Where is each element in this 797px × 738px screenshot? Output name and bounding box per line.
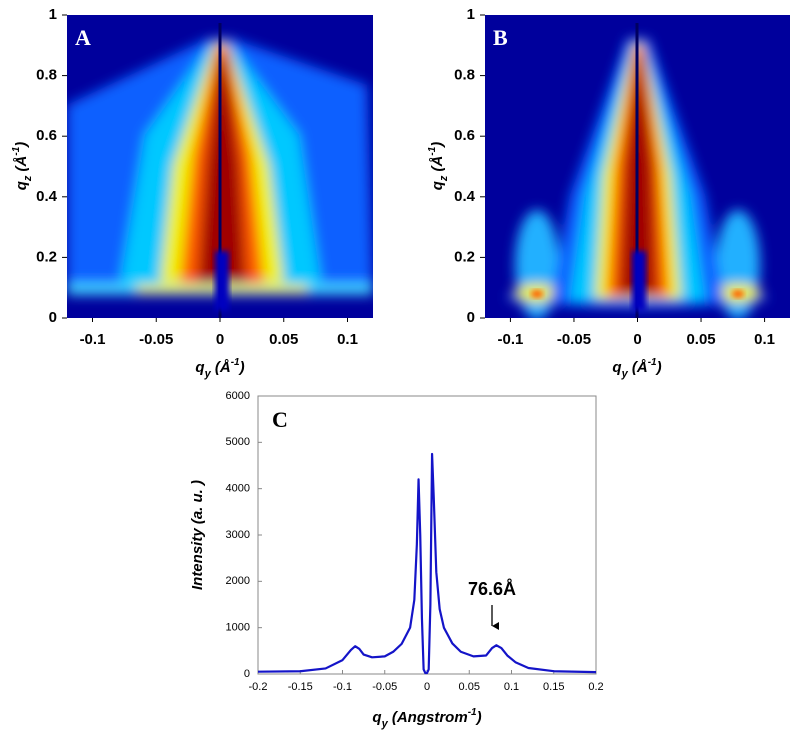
axis-label-part: y: [204, 368, 212, 380]
axis-label-part: z: [22, 175, 34, 182]
axis-label: qy (Angstrom-1): [372, 707, 481, 730]
axis-label-part: -1: [468, 707, 477, 718]
panel-label: B: [493, 25, 508, 50]
x-tick-label: 0.1: [754, 331, 775, 348]
y-tick-label: 5000: [226, 436, 250, 448]
axis-label-part: (Å: [211, 359, 231, 376]
y-tick-label: 0.2: [454, 248, 475, 265]
x-tick-label: 0: [633, 331, 641, 348]
y-tick-label: 0.6: [36, 127, 57, 144]
y-tick-label: 0: [49, 309, 57, 326]
axis-label-part: ): [475, 709, 482, 726]
axis-label-part: (Angstrom: [388, 709, 468, 726]
axis-label-part: -1: [427, 146, 438, 155]
axis-label: qz (Å-1): [427, 142, 450, 191]
axis-label-part: q: [13, 181, 30, 190]
y-tick-label: 1000: [226, 622, 250, 634]
y-tick-label: 0.2: [36, 248, 57, 265]
plot-frame: [257, 395, 597, 675]
x-tick-label: -0.15: [288, 681, 313, 693]
axis-label-part: y: [381, 718, 389, 730]
y-tick-label: 0: [244, 668, 250, 680]
axis-label: qy (Å-1): [612, 357, 661, 380]
axis-label-part: q: [195, 359, 204, 376]
axis-label-part: -1: [11, 146, 22, 155]
axis-label-part: ): [13, 142, 30, 149]
x-tick-label: -0.1: [497, 331, 523, 348]
axis-label: qz (Å-1): [11, 142, 34, 191]
line-series: [257, 452, 597, 675]
axis-label-part: q: [372, 709, 381, 726]
heatmap-image-a: [67, 15, 373, 318]
x-tick-label: 0.05: [686, 331, 715, 348]
axis-label: qy (Å-1): [195, 357, 244, 380]
y-tick-label: 0.8: [454, 67, 475, 84]
x-tick-label: -0.1: [80, 331, 106, 348]
y-tick-label: 0.6: [454, 127, 475, 144]
x-tick-label: 0.05: [459, 681, 480, 693]
axis-label-part: (Å: [429, 156, 446, 176]
x-tick-label: -0.1: [333, 681, 352, 693]
axis-label-part: z: [438, 175, 450, 182]
axis-label-part: -1: [648, 357, 657, 368]
x-tick-label: 0.1: [504, 681, 519, 693]
axis-label-part: y: [621, 368, 629, 380]
axis-label-part: (Å: [628, 359, 648, 376]
axis-label-part: ): [238, 359, 245, 376]
x-tick-label: -0.2: [249, 681, 268, 693]
heatmap-image-b: [485, 15, 790, 318]
axis-label-part: -1: [231, 357, 240, 368]
axis-label-part: (Å: [13, 156, 30, 176]
x-tick-label: 0.1: [337, 331, 358, 348]
y-tick-label: 4000: [226, 483, 250, 495]
x-tick-label: -0.05: [139, 331, 173, 348]
x-tick-label: -0.05: [372, 681, 397, 693]
y-tick-label: 3000: [226, 529, 250, 541]
y-tick-label: 0.8: [36, 67, 57, 84]
y-tick-label: 0.4: [36, 188, 58, 205]
axis-label: Intensity (a. u. ): [189, 480, 206, 590]
axis-label-part: q: [429, 181, 446, 190]
x-tick-label: 0: [424, 681, 430, 693]
axis-label-part: ): [429, 142, 446, 149]
y-tick-label: 1: [467, 6, 475, 23]
x-tick-label: 0.05: [269, 331, 298, 348]
y-tick-label: 0: [467, 309, 475, 326]
x-tick-label: -0.05: [557, 331, 591, 348]
axis-label-part: ): [655, 359, 662, 376]
panel-label: C: [272, 407, 288, 432]
annotation: 76.6Å: [468, 579, 516, 599]
y-tick-label: 0.4: [454, 188, 476, 205]
x-tick-label: 0.2: [588, 681, 603, 693]
y-tick-label: 6000: [226, 390, 250, 402]
y-tick-label: 1: [49, 6, 57, 23]
axis-label-part: q: [612, 359, 621, 376]
y-tick-label: 2000: [226, 575, 250, 587]
x-tick-label: 0: [216, 331, 224, 348]
x-tick-label: 0.15: [543, 681, 564, 693]
panel-label: A: [75, 25, 91, 50]
